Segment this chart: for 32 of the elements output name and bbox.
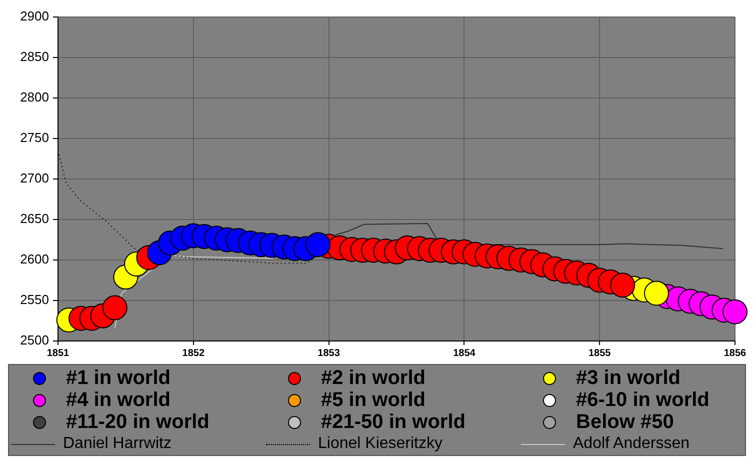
- y-tick-label: 2800: [20, 90, 49, 105]
- x-tick-label: 1852: [182, 348, 205, 359]
- point: [305, 232, 330, 258]
- point: [644, 280, 669, 306]
- x-tick-label: 1855: [588, 348, 612, 359]
- legend-label: #6-10 in world: [576, 388, 710, 412]
- legend-label: #4 in world: [66, 388, 170, 412]
- y-tick-label: 2750: [20, 130, 49, 146]
- legend-label: #2 in world: [321, 366, 426, 390]
- legend-label: Daniel Harrwitz: [63, 435, 172, 453]
- x-tick-label: 1853: [318, 348, 340, 359]
- x-tick-label: 1854: [453, 348, 476, 359]
- x-tick-label: 1851: [46, 348, 70, 359]
- x-tick-label: 1856: [724, 348, 747, 359]
- legend-label: #21-50 in world: [321, 410, 466, 434]
- point: [102, 295, 128, 320]
- legend-label: #3 in world: [576, 366, 680, 390]
- point: [610, 272, 636, 298]
- y-tick-label: 2900: [20, 8, 49, 24]
- legend-label: #1 in world: [66, 366, 170, 390]
- y-tick-label: 2600: [20, 252, 49, 267]
- legend-label: #5 in world: [321, 388, 426, 412]
- legend-label: Adolf Anderssen: [573, 435, 690, 453]
- y-tick-label: 2700: [20, 170, 49, 186]
- legend-label: Below #50: [576, 410, 674, 434]
- point: [722, 299, 748, 324]
- legend-label: Lionel Kieseritzky: [318, 435, 442, 453]
- y-tick-label: 2500: [20, 332, 49, 348]
- y-tick-label: 2550: [20, 292, 49, 308]
- y-tick-label: 2650: [20, 211, 49, 226]
- y-tick-label: 2850: [20, 49, 49, 64]
- legend-label: #11-20 in world: [66, 410, 210, 434]
